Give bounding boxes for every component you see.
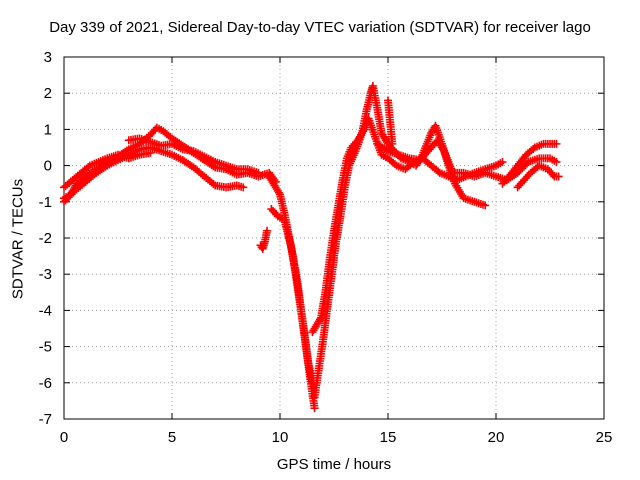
- x-tick-label: 15: [380, 429, 397, 446]
- y-axis-label: SDTVAR / TECUs: [9, 178, 27, 300]
- x-tick-label: 5: [168, 429, 176, 446]
- y-tick-label: -5: [39, 339, 52, 356]
- series-spike: [384, 96, 397, 148]
- y-tick-label: -7: [39, 411, 52, 428]
- data-point: [552, 157, 561, 166]
- x-tick-label: 20: [488, 429, 505, 446]
- x-tick-label: 25: [596, 429, 613, 446]
- series-outlier: [256, 226, 272, 253]
- data-point: [548, 170, 557, 179]
- chart-title: Day 339 of 2021, Sidereal Day-to-day VTE…: [49, 19, 591, 36]
- y-tick-label: 1: [44, 121, 52, 138]
- series-dip-ascent: [310, 81, 490, 402]
- data-point: [498, 157, 507, 166]
- data-point: [310, 404, 319, 413]
- data-point: [552, 139, 561, 148]
- series-track-b: [60, 143, 248, 206]
- y-tick-label: -4: [39, 302, 52, 319]
- y-tick-label: -1: [39, 194, 52, 211]
- series-track-c: [124, 134, 263, 177]
- y-tick-label: 0: [44, 158, 52, 175]
- data-point: [315, 315, 324, 324]
- y-tick-label: 2: [44, 85, 52, 102]
- series-late-track-2: [498, 139, 561, 188]
- x-axis-label: GPS time / hours: [276, 456, 392, 473]
- data-point: [239, 183, 248, 192]
- series-track-d: [60, 148, 155, 192]
- data-point: [554, 172, 563, 181]
- data-point: [263, 226, 272, 235]
- x-tick-label: 0: [60, 429, 68, 446]
- y-tick-label: 3: [44, 49, 52, 66]
- axis-ticks: 0 5 10 15 20 25 -7 -6 -5 -4 -3 -2 -1 0 1 2 3: [39, 49, 613, 446]
- series-dip-descent-2: [267, 205, 317, 387]
- series-late-track-3: [513, 161, 563, 192]
- data-point: [388, 139, 397, 148]
- data-point: [481, 201, 490, 210]
- y-tick-label: -2: [39, 230, 52, 247]
- x-tick-label: 10: [272, 429, 289, 446]
- data-marks: [60, 81, 563, 413]
- data-point: [146, 148, 155, 157]
- data-point: [274, 188, 283, 197]
- data-point: [254, 168, 263, 177]
- y-tick-label: -3: [39, 266, 52, 283]
- y-tick-label: -6: [39, 375, 52, 392]
